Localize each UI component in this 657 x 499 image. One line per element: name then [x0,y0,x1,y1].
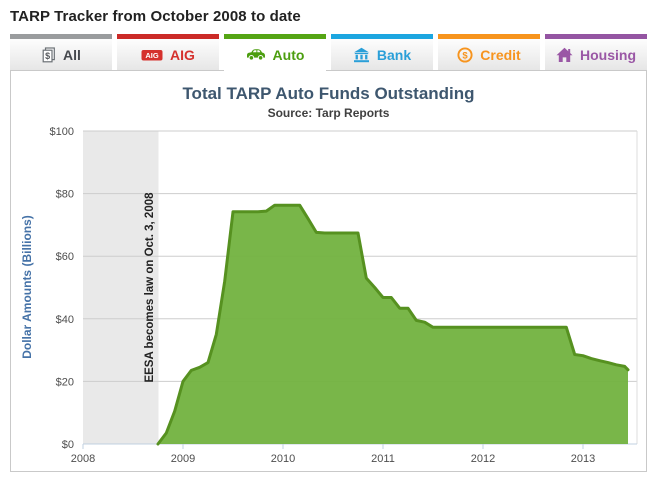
tab-aig[interactable]: AIG AIG [117,34,219,70]
tab-credit-label: Credit [480,46,521,63]
y-tick-label: $100 [50,126,74,138]
svg-text:$: $ [463,50,469,61]
car-icon [246,47,266,62]
x-tick-label: 2013 [571,453,595,465]
x-tick-label: 2009 [171,453,195,465]
x-tick-label: 2008 [71,453,95,465]
tab-auto[interactable]: Auto [224,34,326,70]
tab-housing-label: Housing [580,46,636,63]
x-tick-label: 2010 [271,453,295,465]
y-tick-label: $20 [56,376,74,388]
category-tabbar: $ All AIG AIG Auto [10,34,647,70]
tab-all-label: All [63,46,81,63]
area-fill [158,205,628,444]
x-tick-label: 2012 [471,453,495,465]
plot-band-eesa [83,131,159,444]
chart-panel: Total TARP Auto Funds Outstanding Source… [10,70,647,472]
y-tick-label: $0 [62,439,74,451]
y-tick-label: $80 [56,189,74,201]
area-line [156,203,630,446]
dollar-coin-icon: $ [457,46,473,63]
chart-subtitle: Source: Tarp Reports [267,106,390,120]
plot-band-label: EESA becomes law on Oct. 3, 2008 [144,192,156,383]
tab-auto-label: Auto [272,46,305,63]
tab-housing[interactable]: Housing [545,34,647,70]
area-chart[interactable]: $0 $20 $40 $60 $80 $100 2008 2009 2010 2011 2012 20… [11,71,644,469]
tab-bank[interactable]: Bank [331,34,433,70]
bank-icon [353,47,370,63]
y-tick-label: $60 [56,251,74,263]
svg-text:$: $ [45,51,50,61]
svg-text:AIG: AIG [145,51,159,60]
page-title: TARP Tracker from October 2008 to date [10,8,301,25]
tab-credit[interactable]: $ Credit [438,34,540,70]
chart-title: Total TARP Auto Funds Outstanding [182,84,475,103]
tab-all[interactable]: $ All [10,34,112,70]
x-tick-label: 2011 [371,453,395,465]
documents-dollar-icon: $ [41,46,56,63]
tab-bank-label: Bank [376,46,412,63]
aig-badge-icon: AIG [141,47,163,63]
house-icon [556,47,573,63]
tab-aig-label: AIG [170,46,195,63]
y-tick-label: $40 [56,314,74,326]
